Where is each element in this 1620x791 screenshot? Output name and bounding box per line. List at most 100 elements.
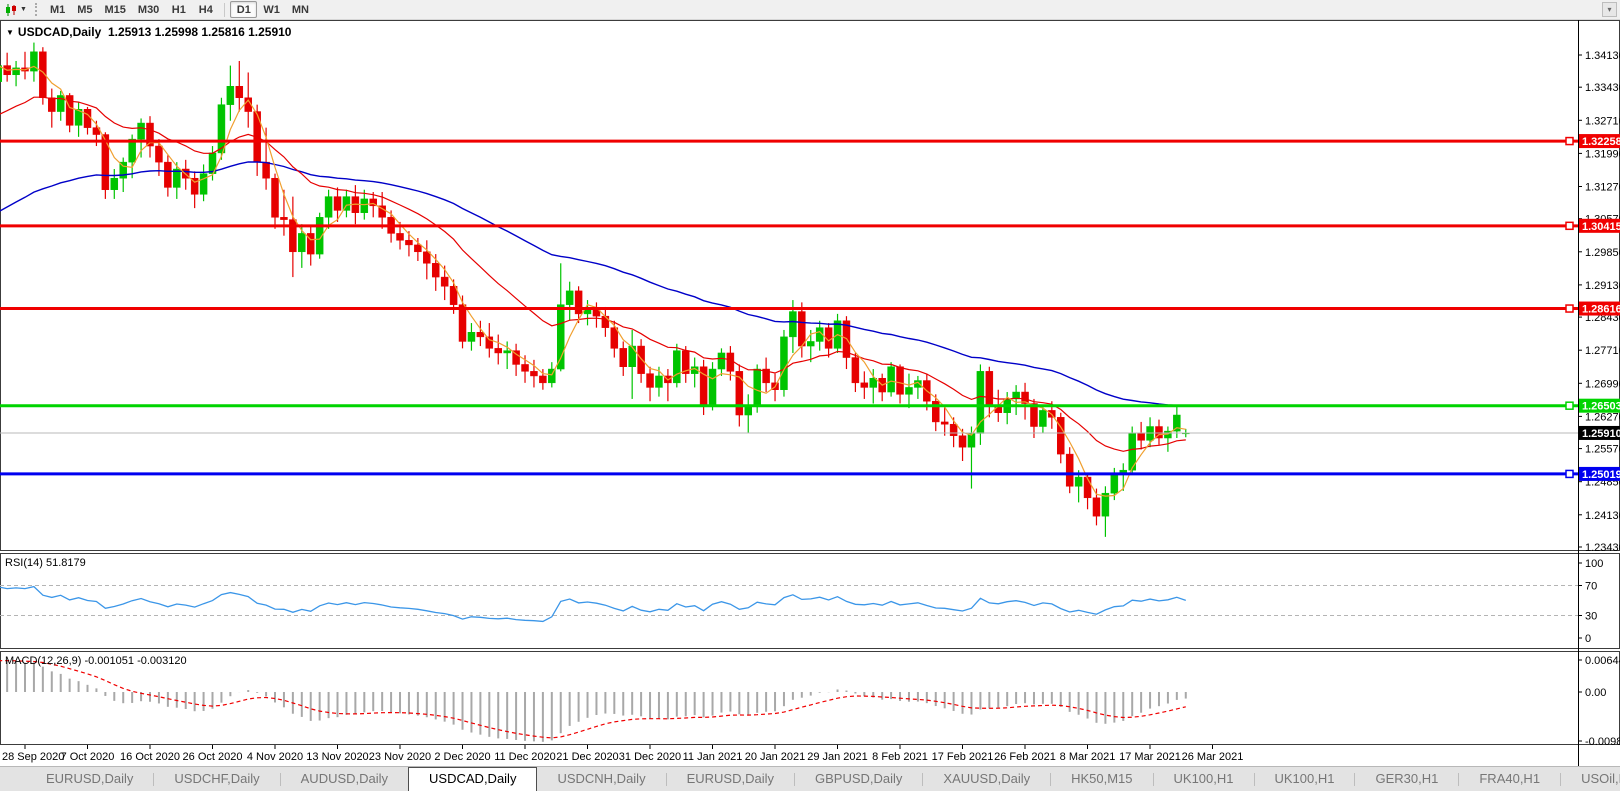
macd-axis-tick: 0.006444: [1585, 655, 1620, 667]
hline-drag-handle: [1565, 401, 1574, 410]
current-price-badge: [1579, 425, 1620, 440]
tab-divider: [153, 773, 155, 786]
price-axis-tick: 1.25570: [1585, 444, 1620, 456]
date-axis-tick: 16 Oct 2020: [120, 751, 180, 763]
tab-usdcad-daily[interactable]: USDCAD,Daily: [408, 767, 538, 791]
price-axis-tick: 1.23430: [1585, 542, 1620, 554]
tab-xauusd-daily[interactable]: XAUUSD,Daily: [943, 771, 1031, 786]
date-axis-tick: 20 Jan 2021: [745, 751, 806, 763]
ma-fast-line: [0, 65, 1186, 497]
hline-drag-handle: [1565, 136, 1574, 146]
price-axis-tick: 1.32710: [1585, 115, 1620, 127]
date-axis-tick: 8 Mar 2021: [1060, 751, 1116, 763]
tab-fra40-h1[interactable]: FRA40,H1: [1479, 771, 1541, 786]
tab-audusd-daily[interactable]: AUDUSD,Daily: [300, 771, 389, 786]
timeframe-button-h4[interactable]: H4: [198, 4, 213, 16]
hline-drag-handle: [1565, 469, 1574, 479]
rsi-axis-tick: 0: [1585, 633, 1591, 645]
hline-resistance-1.30415[interactable]: [0, 221, 1578, 231]
timeframe-button-m30[interactable]: M30: [137, 4, 160, 16]
hline-price-label: 1.26503: [1582, 401, 1620, 413]
date-axis-tick: 8 Feb 2021: [872, 751, 928, 763]
tab-divider: [1152, 773, 1154, 786]
tab-usdcnh-daily[interactable]: USDCNH,Daily: [557, 771, 646, 786]
date-axis-tick: 28 Sep 2020: [2, 751, 64, 763]
chart-title: ▼ USDCAD,Daily 1.25913 1.25998 1.25816 1.…: [6, 25, 291, 39]
ma-mid-line: [0, 96, 1186, 452]
timeframe-button-mn[interactable]: MN: [291, 4, 309, 16]
timeframe-button-m5[interactable]: M5: [77, 4, 93, 16]
candlestick-chart-icon: [4, 3, 18, 17]
macd-indicator-label: MACD(12,26,9) -0.001051 -0.003120: [5, 655, 187, 667]
candlestick-series: [0, 42, 1190, 537]
price-axis-tick: 1.31270: [1585, 182, 1620, 194]
price-axis-tick: 1.34130: [1585, 50, 1620, 62]
current-price-label: 1.25910: [1582, 428, 1620, 440]
date-axis-tick: 17 Feb 2021: [932, 751, 994, 763]
price-axis-tick: 1.26270: [1585, 411, 1620, 423]
rsi-axis-tick: 100: [1585, 558, 1603, 570]
price-axis-tick: 1.27710: [1585, 345, 1620, 357]
date-axis-tick: 29 Jan 2021: [807, 751, 868, 763]
collapse-triangle-icon[interactable]: ▼: [6, 28, 14, 37]
macd-panel-border: [0, 651, 1620, 745]
date-axis-tick: 26 Oct 2020: [183, 751, 243, 763]
ma-slow-line: [0, 161, 1186, 407]
date-axis-tick: 23 Nov 2020: [369, 751, 431, 763]
price-axis-tick: 1.31990: [1585, 148, 1620, 160]
tab-divider: [1050, 773, 1052, 786]
price-axis-tick: 1.33430: [1585, 82, 1620, 94]
hline-price-label: 1.28616: [1582, 304, 1620, 316]
tab-uk100-h1[interactable]: UK100,H1: [1274, 771, 1335, 786]
date-axis-tick: 21 Dec 2020: [556, 751, 618, 763]
date-axis-tick: 26 Feb 2021: [994, 751, 1056, 763]
toolbar-overflow-button[interactable]: ▾: [1602, 2, 1617, 17]
tab-usoil-h1[interactable]: USOil,H1: [1581, 771, 1620, 786]
price-axis-tick: 1.29850: [1585, 247, 1620, 259]
date-axis-tick: 13 Nov 2020: [306, 751, 368, 763]
chart-type-button[interactable]: ▼: [0, 0, 31, 20]
date-axis-tick: 7 Oct 2020: [61, 751, 115, 763]
tab-usdchf-daily[interactable]: USDCHF,Daily: [174, 771, 260, 786]
hline-drag-handle: [1565, 221, 1574, 231]
tab-eurusd-daily[interactable]: EURUSD,Daily: [686, 771, 774, 786]
hline-resistance-1.32258[interactable]: [0, 136, 1578, 146]
timeframe-button-m1[interactable]: M1: [49, 4, 66, 16]
rsi-indicator-label: RSI(14) 51.8179: [5, 557, 86, 569]
hline-drag-handle: [1565, 304, 1574, 313]
macd-signal-line: [0, 659, 1186, 739]
tab-divider: [279, 773, 281, 786]
macd-axis-tick: 0.00: [1585, 687, 1606, 699]
timeframe-button-d1[interactable]: D1: [230, 1, 258, 18]
hline-price-label: 1.30415: [1582, 221, 1620, 233]
date-axis-tick: 26 Mar 2021: [1182, 751, 1244, 763]
timeframe-button-m15[interactable]: M15: [104, 4, 126, 16]
date-axis-tick: 4 Nov 2020: [247, 751, 303, 763]
macd-axis-tick: -0.009871: [1585, 736, 1620, 748]
tab-gbpusd-daily[interactable]: GBPUSD,Daily: [814, 771, 903, 786]
date-axis-tick: 2 Dec 2020: [434, 751, 490, 763]
hline-support-1.26503[interactable]: [0, 401, 1578, 410]
chart-window[interactable]: 1.341301.334301.327101.319901.312701.305…: [0, 20, 1620, 766]
rsi-line: [0, 585, 1187, 623]
symbol-tab-bar: EURUSD,Daily USDCHF,Daily AUDUSD,Daily USDC…: [0, 766, 1620, 791]
price-chart-canvas[interactable]: 1.341301.334301.327101.319901.312701.305…: [0, 20, 1620, 766]
tab-divider: [1458, 773, 1460, 786]
timeframe-toolbar: ▼ M1 M5 M15 M30 H1 H4 D1 W1 MN ▾: [0, 0, 1620, 20]
tab-divider: [922, 773, 924, 786]
timeframe-button-w1[interactable]: W1: [263, 4, 280, 16]
timeframe-button-h1[interactable]: H1: [171, 4, 186, 16]
macd-histogram: [6, 660, 1187, 742]
tab-ger30-h1[interactable]: GER30,H1: [1375, 771, 1439, 786]
toolbar-grip-handle[interactable]: [34, 3, 37, 16]
tab-eurusd-daily[interactable]: EURUSD,Daily: [46, 771, 134, 786]
tab-uk100-h1[interactable]: UK100,H1: [1173, 771, 1234, 786]
rsi-axis-tick: 30: [1585, 611, 1597, 623]
price-axis-tick: 1.24130: [1585, 510, 1620, 522]
rsi-axis-tick: 70: [1585, 581, 1597, 593]
hline-price-label: 1.32258: [1582, 136, 1620, 148]
hline-support-1.25019[interactable]: [0, 469, 1578, 479]
hline-resistance-1.28616[interactable]: [0, 304, 1578, 313]
date-axis-tick: 11 Jan 2021: [683, 751, 743, 763]
tab-hk50-m15[interactable]: HK50,M15: [1071, 771, 1133, 786]
